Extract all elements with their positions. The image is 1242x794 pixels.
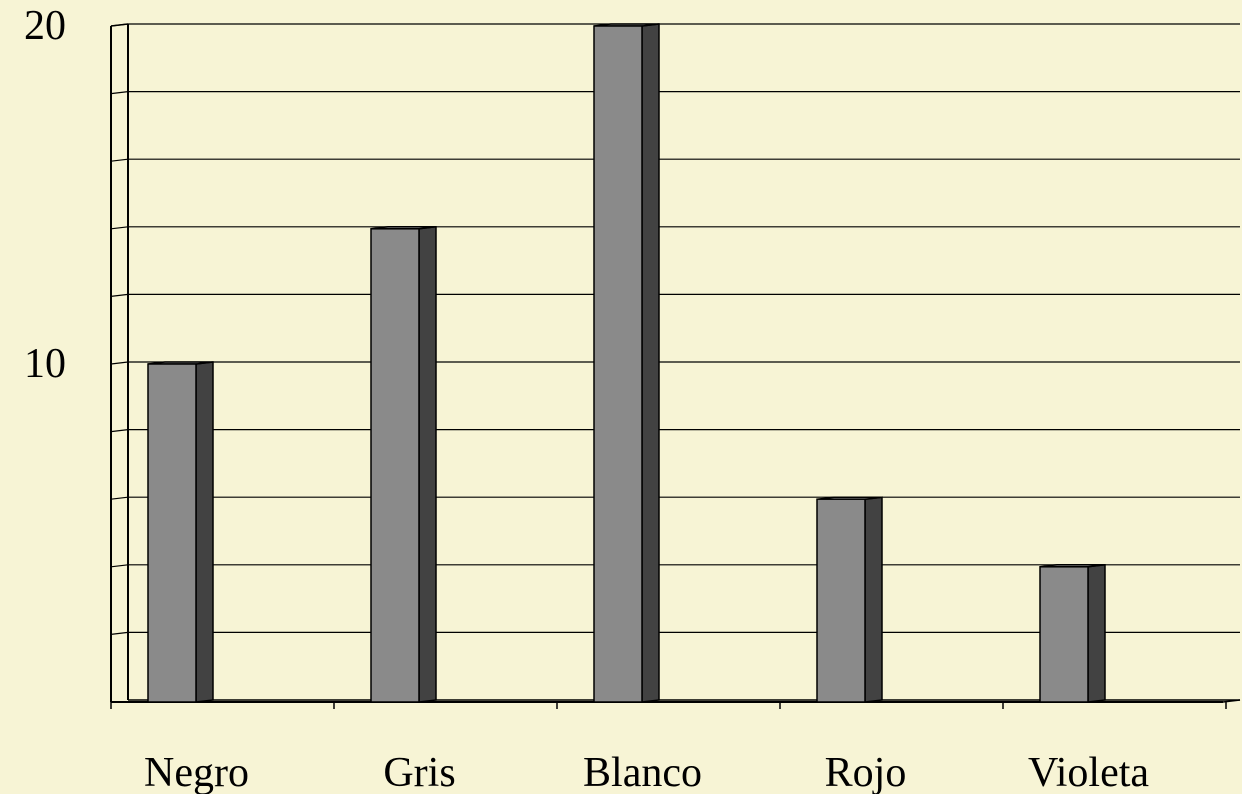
wall-tick	[110, 158, 129, 162]
bar-front-face	[593, 25, 643, 703]
wall-tick	[110, 564, 129, 568]
bar-side-face	[864, 496, 883, 703]
bar-front-face	[1039, 566, 1089, 703]
bar-front-face	[147, 363, 197, 703]
floor-right-edge	[1222, 699, 1241, 703]
bar-rojo	[816, 496, 883, 703]
wall-tick	[110, 226, 129, 230]
bar-side-face	[1087, 563, 1106, 703]
wall-top-edge	[110, 23, 129, 27]
y-tick-label: 10	[24, 341, 66, 387]
y-tick-label: 20	[24, 3, 66, 49]
bar-side-face	[641, 23, 660, 703]
bar-blanco	[593, 23, 660, 703]
wall-tick	[110, 361, 129, 365]
category-label: Rojo	[825, 750, 907, 794]
wall-tick	[110, 631, 129, 635]
bar-front-face	[370, 228, 420, 703]
wall-tick	[110, 293, 129, 297]
labels: Negro Gris Blanco Rojo Violeta 10 20	[24, 3, 1149, 794]
category-label: Violeta	[1028, 750, 1149, 794]
wall-tick	[110, 496, 129, 500]
category-label: Blanco	[583, 750, 702, 794]
category-label: Gris	[383, 750, 455, 794]
bar-gris	[370, 225, 437, 703]
bar-negro	[147, 361, 214, 703]
bar-violeta	[1039, 563, 1106, 703]
bars	[147, 23, 1106, 703]
wall-tick	[110, 91, 129, 95]
bar-front-face	[816, 498, 866, 703]
category-label: Negro	[144, 750, 249, 794]
wall-tick	[110, 429, 129, 433]
bar-side-face	[418, 225, 437, 703]
bar-side-face	[195, 361, 214, 703]
